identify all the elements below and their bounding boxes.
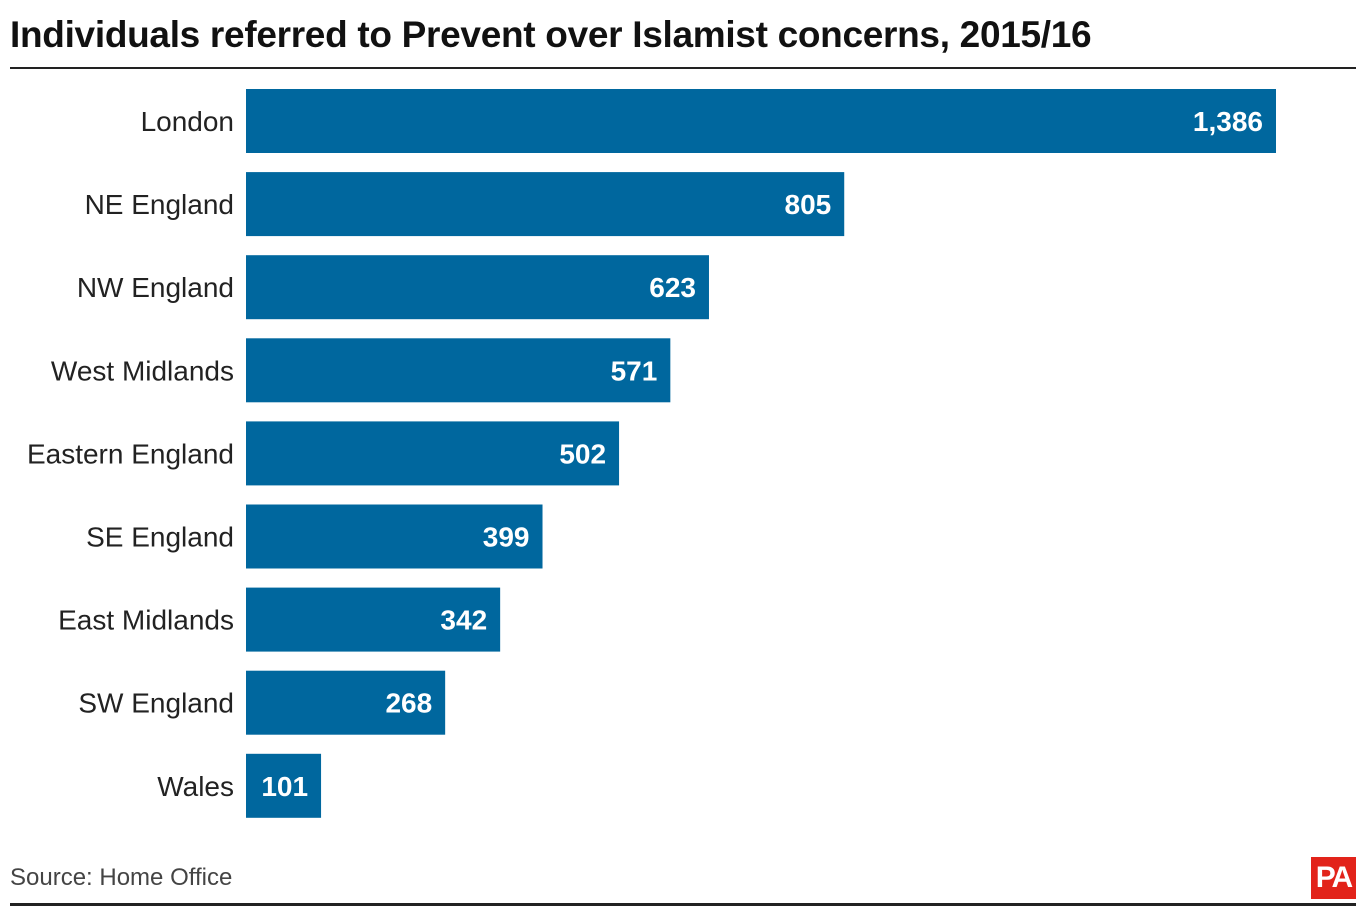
category-label: East Midlands (58, 605, 234, 636)
source-note: Source: Home Office (10, 864, 233, 891)
footer-divider (10, 903, 1356, 906)
title-divider (10, 67, 1356, 69)
category-label: SW England (78, 688, 234, 719)
value-label: 571 (611, 355, 658, 386)
category-label: London (141, 106, 234, 137)
value-label: 399 (483, 522, 530, 553)
bar-chart: London 1,386 NE England 805 NW England 623 Wes… (27, 89, 1276, 818)
category-label: Wales (157, 771, 234, 802)
value-label: 101 (261, 771, 308, 802)
value-label: 805 (785, 189, 832, 220)
category-label: SE England (86, 522, 234, 553)
value-label: 268 (385, 688, 432, 719)
category-label: Eastern England (27, 438, 234, 469)
category-label: West Midlands (51, 355, 234, 386)
bar-sw-england (246, 670, 446, 735)
bar-nw-england (246, 255, 709, 320)
pa-logo: PA (1311, 857, 1356, 899)
value-label: 623 (649, 272, 696, 303)
bar-eastern-england (246, 421, 620, 486)
category-label: NW England (77, 272, 234, 303)
bar-west-midlands (246, 338, 671, 403)
bar-ne-england (246, 172, 845, 237)
bar-london (246, 89, 1276, 153)
value-label: 1,386 (1193, 106, 1263, 137)
value-label: 502 (559, 438, 606, 469)
bar-east-midlands (246, 587, 501, 652)
bar-wales (246, 753, 322, 818)
value-label: 342 (440, 605, 487, 636)
bar-se-england (246, 504, 543, 569)
chart-title: Individuals referred to Prevent over Isl… (10, 14, 1092, 55)
category-label: NE England (85, 189, 234, 220)
